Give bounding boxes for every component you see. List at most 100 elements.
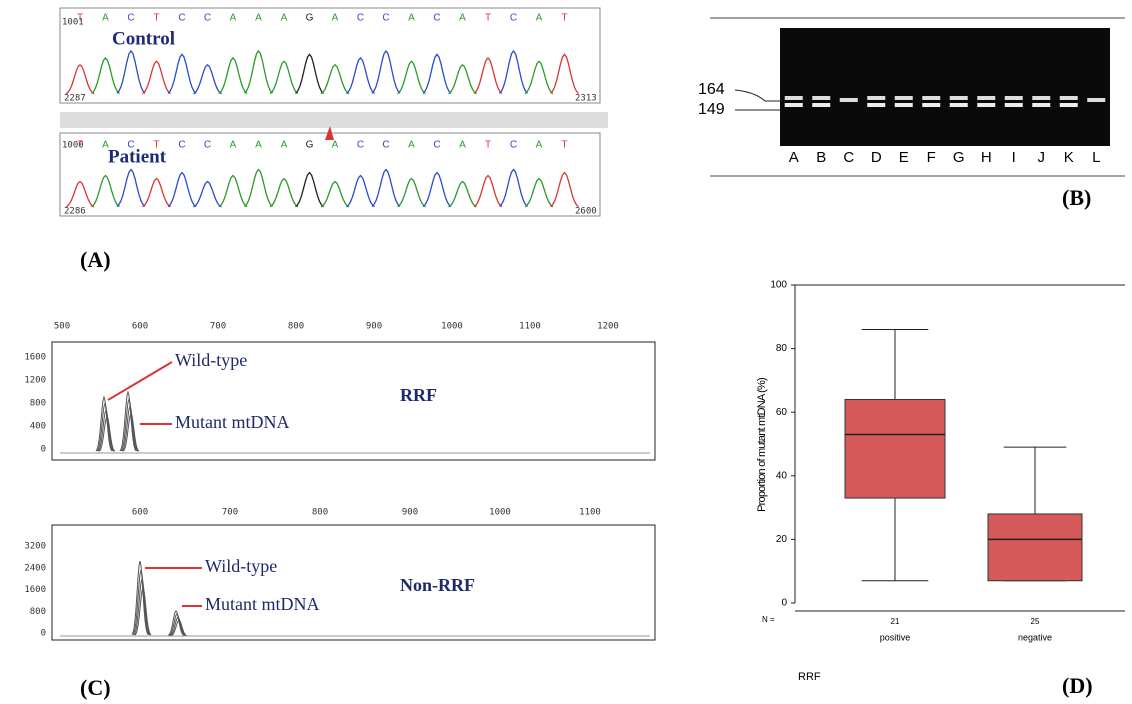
lane-label: G	[953, 149, 965, 166]
x-tick-label: 1000	[489, 508, 511, 518]
base-letter: C	[433, 13, 440, 24]
base-letter: A	[536, 140, 543, 151]
band	[894, 96, 913, 100]
trace	[91, 174, 120, 208]
y-tick-label: 1600	[24, 353, 46, 363]
count-label: 25	[1031, 617, 1040, 626]
x-tick-label: 600	[132, 508, 148, 518]
base-letter: T	[561, 13, 567, 24]
band	[839, 98, 858, 102]
peak	[119, 390, 137, 452]
lane-label: H	[981, 149, 992, 166]
marker-line	[734, 89, 782, 111]
base-letter: G	[306, 13, 314, 24]
base-letter: A	[459, 13, 466, 24]
base-letter: C	[357, 13, 364, 24]
x-tick-label: 900	[402, 508, 418, 518]
base-letter: C	[204, 13, 211, 24]
base-letter: C	[127, 13, 134, 24]
count-label: 21	[891, 617, 900, 626]
trace	[116, 49, 146, 94]
lane-label: E	[899, 149, 909, 166]
peak	[122, 412, 140, 452]
trace-label: Control	[112, 28, 175, 49]
trace	[295, 53, 324, 94]
band	[812, 103, 831, 107]
trace	[269, 177, 299, 208]
trace	[193, 63, 222, 95]
x-tick-label: 700	[222, 508, 238, 518]
peak	[96, 402, 114, 452]
base-letter: A	[255, 13, 262, 24]
trace	[448, 180, 477, 208]
y-tick-label: 0	[781, 598, 787, 609]
trace	[499, 168, 528, 207]
y-tick-label: 0	[41, 445, 46, 455]
trace	[142, 177, 171, 208]
lane-label: K	[1064, 149, 1074, 166]
x-tick-label: 1100	[519, 322, 541, 332]
base-letter: T	[77, 13, 83, 24]
axis-label: 1001	[62, 18, 84, 28]
base-letter: T	[485, 13, 491, 24]
base-letter: A	[102, 140, 109, 151]
base-letter: C	[382, 13, 389, 24]
x-tick-label: positive	[880, 632, 911, 642]
x-tick-label: 600	[132, 322, 148, 332]
base-letter: T	[561, 140, 567, 151]
x-tick-label: 800	[312, 508, 328, 518]
base-letter: A	[230, 13, 237, 24]
trace	[65, 180, 95, 208]
y-tick-label: 800	[30, 399, 46, 409]
axis-label: 2313	[575, 94, 597, 104]
base-letter: C	[178, 13, 185, 24]
trace	[499, 49, 528, 94]
annotation: Mutant mtDNA	[205, 594, 320, 614]
peak	[134, 586, 152, 636]
marker-label: 149	[698, 101, 725, 118]
base-letter: C	[510, 140, 517, 151]
trace	[422, 53, 452, 94]
trace	[550, 53, 579, 94]
y-tick-label: 1600	[24, 585, 46, 595]
box	[987, 513, 1083, 582]
band	[784, 96, 803, 100]
y-tick-label: 60	[776, 407, 788, 418]
trace	[524, 177, 554, 208]
x-tick-label: 1000	[441, 322, 463, 332]
trace	[448, 63, 477, 95]
peak	[133, 577, 151, 636]
y-tick-label: 800	[30, 607, 46, 617]
base-letter: A	[102, 13, 109, 24]
trace-frame	[59, 7, 601, 104]
x-tick-label: 800	[288, 322, 304, 332]
x-tick-label: 900	[366, 322, 382, 332]
trace	[371, 49, 401, 94]
trace	[346, 56, 375, 95]
x-tick-label: 500	[54, 322, 70, 332]
lane-label: L	[1092, 149, 1100, 166]
base-letter: C	[178, 140, 185, 151]
plot-frame	[51, 524, 656, 641]
band	[1059, 103, 1078, 107]
trace	[422, 171, 452, 208]
base-letter: C	[357, 140, 364, 151]
trace	[371, 168, 401, 207]
band	[1032, 96, 1051, 100]
x-tick-label: 700	[210, 322, 226, 332]
trace	[397, 177, 426, 208]
x-tick-label: 1200	[597, 322, 619, 332]
peak	[95, 395, 113, 452]
lane-label: F	[927, 149, 936, 166]
trace	[167, 53, 197, 94]
trace	[320, 180, 350, 208]
base-letter: A	[332, 13, 339, 24]
band	[784, 103, 803, 107]
annotation: Mutant mtDNA	[175, 412, 290, 432]
base-letter: A	[281, 140, 288, 151]
trace	[116, 168, 146, 207]
base-letter: C	[510, 13, 517, 24]
trace	[65, 63, 95, 95]
y-tick-label: 400	[30, 422, 46, 432]
